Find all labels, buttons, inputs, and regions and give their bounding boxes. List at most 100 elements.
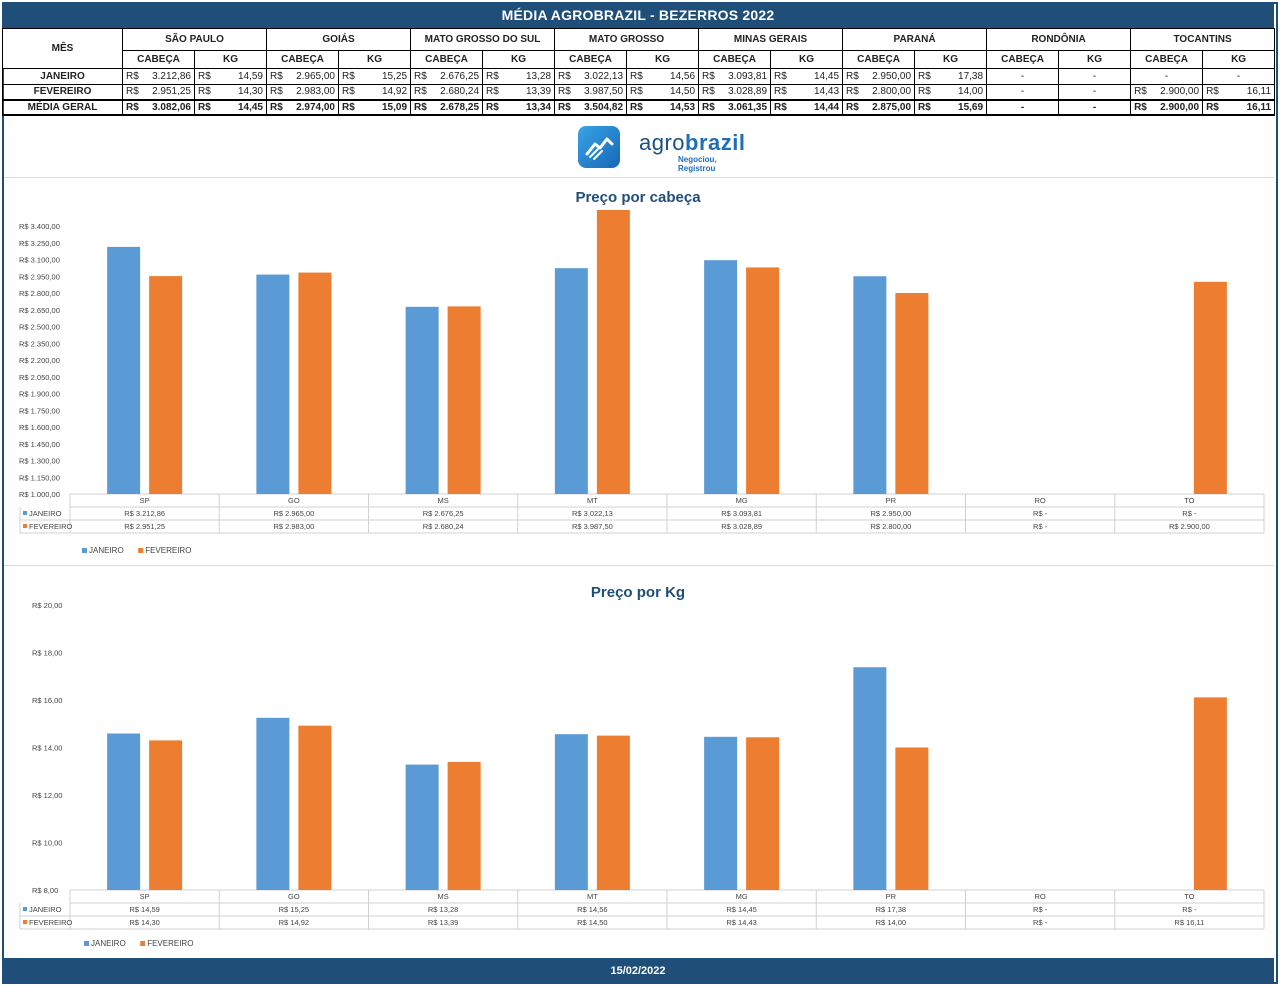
kg-cell: R$ 14,44 xyxy=(770,98,844,116)
month-cell: JANEIRO xyxy=(2,68,123,85)
divider xyxy=(4,177,1274,178)
cabeca-cell: R$ 2.680,24 xyxy=(410,83,484,100)
kg-header: KG xyxy=(482,50,556,69)
y-tick-label: R$ 2.050,00 xyxy=(19,373,60,382)
bar-janeiro-sp xyxy=(107,733,141,890)
kg-header: KG xyxy=(1202,50,1276,69)
y-tick-label: R$ 2.800,00 xyxy=(19,289,60,298)
cabeca-header: CABEÇA xyxy=(698,50,772,69)
cabeca-cell: R$ 3.504,82 xyxy=(554,98,628,116)
divider xyxy=(4,565,1274,566)
cabeca-cell: R$ 2.965,00 xyxy=(266,68,339,85)
series-swatch xyxy=(23,907,27,911)
x-tick-label: MG xyxy=(736,892,748,901)
x-tick-label: GO xyxy=(288,496,300,505)
x-tick-label: MG xyxy=(736,496,748,505)
data-label: R$ 13,28 xyxy=(428,905,458,914)
x-tick-label: SP xyxy=(140,496,150,505)
data-label: R$ 14,30 xyxy=(129,918,159,927)
handshake-icon xyxy=(578,126,620,168)
bar-fevereiro-sp xyxy=(149,740,183,890)
state-header: MATO GROSSO DO SUL xyxy=(410,28,556,51)
x-tick-label: TO xyxy=(1184,892,1194,901)
bar-fevereiro-go xyxy=(298,725,332,890)
cabeca-cell: R$ 2.900,00 xyxy=(1130,98,1204,116)
kg-header: KG xyxy=(194,50,267,69)
cabeca-cell: R$ 3.022,13 xyxy=(554,68,628,85)
cabeca-cell: R$ 2.983,00 xyxy=(266,83,339,100)
cabeca-header: CABEÇA xyxy=(986,50,1060,69)
bar-fevereiro-pr xyxy=(895,747,929,890)
cabeca-cell: R$ 2.900,00 xyxy=(1130,83,1204,100)
series-swatch xyxy=(23,511,27,515)
bar-janeiro-go xyxy=(256,717,290,890)
cabeca-cell: R$ 2.974,00 xyxy=(266,98,339,116)
legend-swatch xyxy=(84,941,89,946)
y-tick-label: R$ 1.000,00 xyxy=(19,490,60,499)
mes-header: MÊS xyxy=(2,28,123,69)
x-tick-label: MS xyxy=(438,892,449,901)
data-label: R$ 16,11 xyxy=(1174,918,1204,927)
bar-fevereiro-mt xyxy=(596,735,630,890)
state-header: PARANÁ xyxy=(842,28,988,51)
y-tick-label: R$ 12,00 xyxy=(32,791,62,800)
data-label: R$ - xyxy=(1182,905,1197,914)
kg-header: KG xyxy=(914,50,988,69)
kg-cell: R$ 14,59 xyxy=(194,68,267,85)
y-tick-label: R$ 2.350,00 xyxy=(19,339,60,348)
y-tick-label: R$ 20,00 xyxy=(32,601,62,610)
x-tick-label: MT xyxy=(587,496,598,505)
kg-cell: R$ 17,38 xyxy=(914,68,988,85)
data-label: R$ 3.022,13 xyxy=(572,509,613,518)
data-label: R$ 2.680,24 xyxy=(423,522,464,531)
cabeca-cell: - xyxy=(986,98,1060,116)
series-name: JANEIRO xyxy=(29,905,62,914)
chart-preco-kg: R$ 8,00 R$ 10,00 R$ 12,00 R$ 14,00 R$ 16,00 R… xyxy=(19,601,1265,948)
y-tick-label: R$ 8,00 xyxy=(32,886,58,895)
data-label: R$ - xyxy=(1033,522,1048,531)
data-label: R$ 17,38 xyxy=(876,905,906,914)
x-tick-label: MS xyxy=(438,496,449,505)
kg-cell: R$ 14,30 xyxy=(194,83,267,100)
x-tick-label: PR xyxy=(886,892,897,901)
kg-cell: - xyxy=(1202,68,1276,85)
legend-swatch xyxy=(82,548,87,553)
bar-fevereiro-mg xyxy=(746,267,780,494)
data-label: R$ 2.950,00 xyxy=(870,509,911,518)
cabeca-header: CABEÇA xyxy=(122,50,195,69)
bar-janeiro-sp xyxy=(107,246,141,494)
x-tick-label: GO xyxy=(288,892,300,901)
state-header: RONDÔNIA xyxy=(986,28,1132,51)
data-label: R$ 3.212,86 xyxy=(124,509,165,518)
y-tick-label: R$ 3.400,00 xyxy=(19,222,60,231)
kg-cell: R$ 13,39 xyxy=(482,83,556,100)
kg-cell: - xyxy=(1058,83,1132,100)
kg-cell: R$ 14,45 xyxy=(194,98,267,116)
bar-fevereiro-to xyxy=(1193,281,1227,494)
month-cell: FEVEREIRO xyxy=(2,83,123,100)
y-tick-label: R$ 3.100,00 xyxy=(19,256,60,265)
bar-fevereiro-ms xyxy=(447,306,481,494)
kg-cell: R$ 15,25 xyxy=(337,68,412,85)
kg-cell: R$ 14,56 xyxy=(626,68,700,85)
kg-header: KG xyxy=(770,50,844,69)
series-swatch xyxy=(23,524,27,528)
month-cell: MÉDIA GERAL xyxy=(2,98,123,116)
bar-fevereiro-mg xyxy=(746,737,780,890)
x-tick-label: RO xyxy=(1035,892,1046,901)
cabeca-cell: - xyxy=(986,68,1060,85)
kg-cell: R$ 14,00 xyxy=(914,83,988,100)
bar-janeiro-ms xyxy=(405,306,439,494)
state-header: GOIÁS xyxy=(265,28,412,51)
state-header: SÃO PAULO xyxy=(122,28,267,51)
y-tick-label: R$ 1.450,00 xyxy=(19,440,60,449)
cabeca-cell: R$ 2.951,25 xyxy=(122,83,195,100)
x-tick-label: RO xyxy=(1035,496,1046,505)
data-label: R$ 14,56 xyxy=(577,905,607,914)
bar-janeiro-mg xyxy=(704,736,738,890)
data-label: R$ 2.983,00 xyxy=(273,522,314,531)
cabeca-cell: R$ 3.093,81 xyxy=(698,68,772,85)
data-label: R$ - xyxy=(1033,905,1048,914)
data-label: R$ - xyxy=(1182,509,1197,518)
footer-date: 15/02/2022 xyxy=(2,958,1274,984)
